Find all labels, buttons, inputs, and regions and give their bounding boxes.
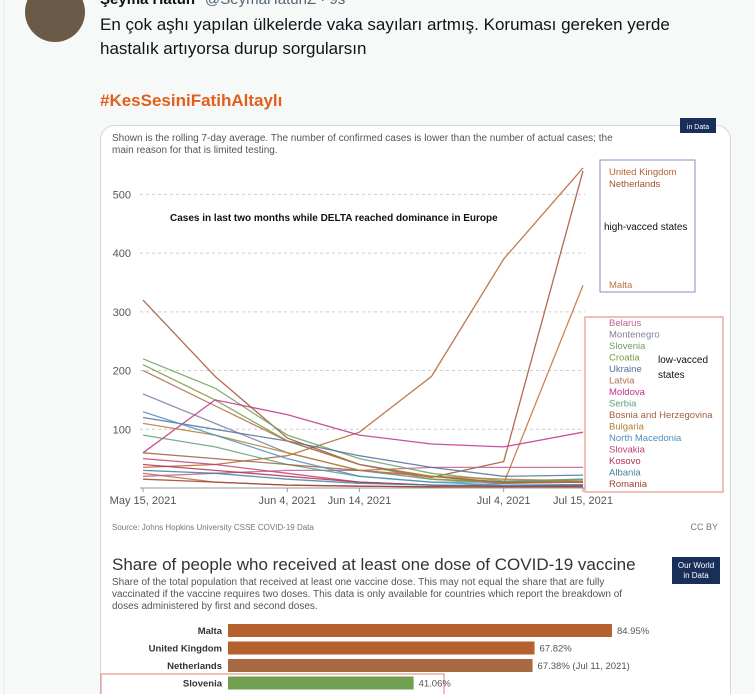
hashtag[interactable]: #KesSesiniFatihAltaylı <box>100 91 282 110</box>
source: Source: Johns Hopkins University CSSE CO… <box>112 523 314 532</box>
bar-label: Netherlands <box>167 661 222 672</box>
x-tick-label: Jun 4, 2021 <box>259 495 317 507</box>
legend-label: Albania <box>609 468 641 479</box>
legend-label: Netherlands <box>609 179 660 190</box>
series-line <box>142 358 584 482</box>
bar-label: Slovenia <box>183 679 223 690</box>
group-box <box>599 159 696 293</box>
x-tick-label: Jun 14, 2021 <box>328 495 392 507</box>
legend-label: Croatia <box>609 353 640 364</box>
x-tick-label: Jul 4, 2021 <box>477 495 531 507</box>
chart-title: Share of people who received at least on… <box>112 555 636 574</box>
legend-label: Montenegro <box>609 330 660 341</box>
legend-label: Latvia <box>609 376 635 387</box>
bar <box>228 624 612 637</box>
series-line <box>142 369 584 484</box>
user-name[interactable]: Şeyma Hatun <box>100 0 195 8</box>
group-label: high-vacced states <box>604 222 687 233</box>
chart-subtitle: Share of the total population that recei… <box>112 577 604 588</box>
legend-label: Malta <box>609 280 633 291</box>
chart-subtitle: main reason for that is limited testing. <box>112 145 278 156</box>
legend-label: Ukraine <box>609 364 642 375</box>
bar <box>228 659 533 672</box>
value-label: 67.38% (Jul 11, 2021) <box>538 661 630 672</box>
legend-label: Slovakia <box>609 445 646 456</box>
tweet-text: hastalık artıyorsa durup sorgularsın <box>100 39 366 58</box>
license: CC BY <box>690 522 718 532</box>
logo-text: Our World <box>678 561 714 570</box>
logo-box <box>680 118 716 133</box>
user-handle[interactable]: @SeymaHatunZ · 9s <box>205 0 345 8</box>
logo-text: in Data <box>683 571 709 580</box>
tweet-text: En çok aşhı yapılan ülkelerde vaka sayıl… <box>100 15 670 34</box>
y-tick-label: 500 <box>113 189 131 201</box>
legend-label: Slovenia <box>609 341 646 352</box>
legend-label: Romania <box>609 479 648 490</box>
x-tick-label: May 15, 2021 <box>110 495 177 507</box>
media-card[interactable] <box>100 125 731 694</box>
y-tick-label: 200 <box>113 366 131 378</box>
logo-box <box>672 557 720 584</box>
avatar[interactable] <box>25 0 85 42</box>
group-label: low-vacced <box>658 355 708 366</box>
group-box <box>584 316 724 493</box>
group-label: states <box>658 370 685 381</box>
value-label: 67.82% <box>540 644 573 655</box>
series-line <box>142 416 584 477</box>
legend-label: Bosnia and Herzegovina <box>609 410 713 421</box>
logo-text: in Data <box>687 124 709 131</box>
chart-subtitle: Shown is the rolling 7-day average. The … <box>112 133 613 144</box>
annotation: Cases in last two months while DELTA rea… <box>170 213 498 224</box>
x-tick-label: Jul 15, 2021 <box>553 495 613 507</box>
legend-label: Belarus <box>609 318 641 329</box>
chart-subtitle: doses administered by first and second d… <box>112 601 318 612</box>
series-line <box>142 478 583 488</box>
series-line <box>142 411 584 486</box>
y-tick-label: 100 <box>113 424 131 436</box>
y-tick-label: 300 <box>113 307 131 319</box>
legend-label: Serbia <box>609 399 637 410</box>
bar-label: Malta <box>198 626 223 637</box>
value-label: 41.06% <box>419 679 452 690</box>
chart-subtitle: vaccinated if the vaccine requires two d… <box>112 589 622 600</box>
legend-label: Kosovo <box>609 456 641 467</box>
legend-label: North Macedonia <box>609 433 682 444</box>
bar <box>228 676 414 690</box>
bar <box>228 641 535 655</box>
legend-label: United Kingdom <box>609 167 677 178</box>
value-label: 84.95% <box>617 626 650 637</box>
highlight-box <box>100 673 445 694</box>
series-line <box>142 399 584 454</box>
legend-label: Bulgaria <box>609 422 645 433</box>
y-tick-label: 400 <box>113 248 131 260</box>
bar-label: United Kingdom <box>149 644 222 655</box>
legend-label: Moldova <box>609 387 646 398</box>
